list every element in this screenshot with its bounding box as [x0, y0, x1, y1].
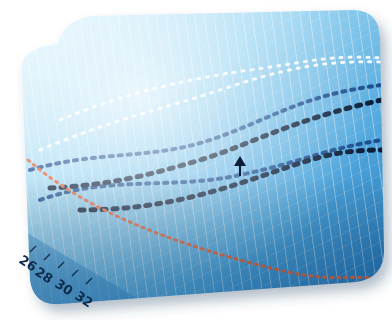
arrow-up-icon — [234, 156, 246, 176]
